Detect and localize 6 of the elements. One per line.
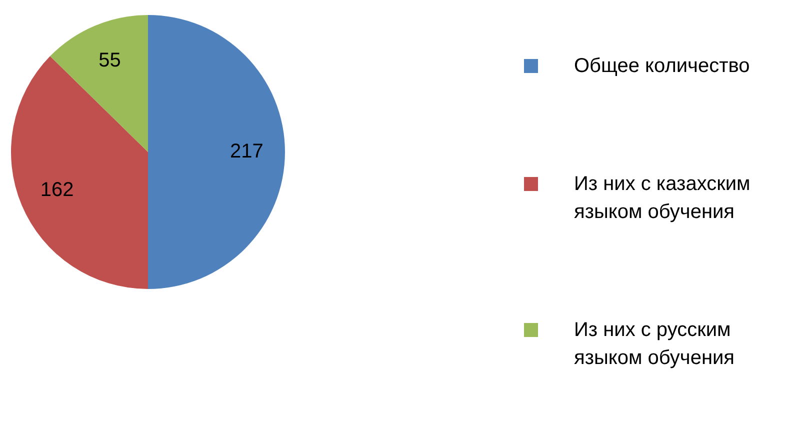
- legend-label: Общее количество: [574, 54, 751, 79]
- legend-label: Из них с русским языком обучения: [574, 318, 736, 371]
- legend-label: Из них с казахским языком обучения: [574, 172, 752, 225]
- data-label: 55: [98, 50, 121, 72]
- data-label: 162: [40, 178, 74, 201]
- data-label: 217: [230, 140, 264, 163]
